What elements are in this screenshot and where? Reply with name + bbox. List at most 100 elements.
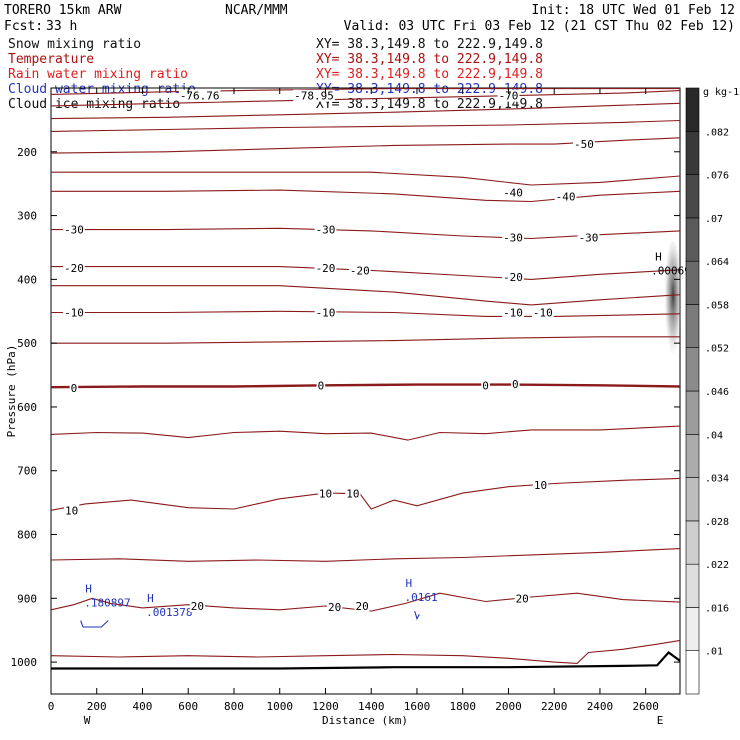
x-tick-label: 2400	[587, 700, 614, 713]
contour-label-background	[314, 306, 337, 319]
cloud-water-max-value: .0161	[405, 591, 438, 604]
cloud-water-max-label: H	[147, 592, 154, 605]
contour-label: -78.95	[294, 90, 334, 103]
x-tick-label: 1200	[312, 700, 339, 713]
cloud-water-contour	[80, 620, 109, 628]
contour-label: 0	[318, 379, 325, 392]
colorbar-level-label: .04	[705, 430, 723, 441]
contour-label-background	[577, 231, 600, 244]
temperature-contour-line	[50, 425, 681, 441]
cloud-water-contour	[414, 610, 420, 621]
contour-label-background	[531, 306, 554, 319]
contour-label: -30	[316, 224, 336, 237]
contour-label: 10	[346, 488, 359, 501]
y-tick-label: 500	[17, 337, 37, 350]
temperature-contour-line	[51, 171, 681, 186]
y-tick-label: 700	[17, 465, 37, 478]
x-tick-label: 600	[178, 700, 198, 713]
x-tick-label: 1400	[358, 700, 385, 713]
colorbar-level-label: .016	[705, 603, 729, 614]
fcst-value: 33 h	[46, 19, 77, 34]
y-tick-label: 1000	[11, 656, 38, 669]
contour-label: 20	[191, 600, 204, 613]
contour-label-background	[69, 381, 79, 394]
temperature-contour-line	[51, 285, 681, 306]
temperature-contour-line	[51, 336, 680, 344]
temperature-contour-line	[51, 266, 681, 280]
y-tick-label: 300	[17, 210, 37, 223]
colorbar: .01 .016 .022 .028 .034 .04 .046 .052 .058 .064 .0…	[685, 87, 729, 695]
colorbar-swatch	[685, 260, 700, 305]
contour-label: -50	[574, 138, 594, 151]
contour-label: -10	[503, 307, 523, 320]
temperature-contour-line	[50, 88, 680, 95]
colorbar-swatch	[685, 347, 700, 392]
x-axis-label: Distance (km)	[322, 714, 408, 727]
colorbar-level-label: .052	[705, 344, 729, 355]
contour-label-background	[63, 261, 85, 274]
y-tick-label: 400	[17, 273, 37, 286]
contour-label: -30	[579, 231, 599, 244]
contour-label: 0	[71, 382, 78, 395]
contour-label-background	[481, 379, 490, 392]
ice-max-value: .00069	[651, 265, 691, 278]
colorbar-level-label: .034	[705, 474, 729, 485]
temperature-contour-line	[50, 548, 681, 562]
x-tick-label: 2200	[541, 700, 568, 713]
colorbar-swatch	[685, 87, 700, 132]
contour-label-background	[511, 378, 520, 390]
x-tick-label: 0	[48, 700, 55, 713]
y-tick-label: 900	[17, 592, 37, 605]
colorbar-swatch	[685, 304, 700, 348]
colorbar-level-label: .046	[705, 387, 729, 398]
colorbar-level-label: .058	[705, 300, 729, 311]
contour-label-background	[348, 264, 371, 277]
temperature-contour-line	[50, 137, 681, 154]
colorbar-level-label: .082	[705, 127, 729, 138]
contour-label: -10	[316, 307, 336, 320]
x-tick-label: 200	[87, 700, 107, 713]
contour-label-background	[63, 223, 85, 236]
colorbar-swatch	[685, 174, 700, 219]
colorbar-swatch	[685, 563, 700, 608]
x-tick-label: 800	[224, 700, 244, 713]
east-label: E	[657, 714, 664, 727]
cloud-water-max-value: .180897	[84, 596, 130, 609]
x-tick-label: 1800	[449, 700, 476, 713]
temperature-contours	[50, 88, 681, 664]
colorbar-swatch	[685, 390, 700, 435]
contour-label: -20	[350, 264, 370, 277]
ice-mixing-region	[664, 241, 683, 363]
colorbar-swatch	[685, 650, 700, 695]
legend-field-name: Snow mixing ratio	[8, 37, 141, 52]
x-tick-label: 1600	[404, 700, 431, 713]
colorbar-swatch	[685, 477, 700, 522]
ice-max-label: H	[655, 251, 662, 264]
model-title: TORERO 15km ARW	[4, 3, 122, 18]
axes: 0 200 400 600 800 1000 1200 1400 1600 1800 2000 220…	[11, 88, 680, 713]
colorbar-level-label: .076	[705, 171, 729, 182]
west-label: W	[84, 714, 91, 727]
x-tick-label: 400	[133, 700, 153, 713]
legend-field-xy: XY= 38.3,149.8 to 222.9,149.8	[316, 67, 543, 82]
x-tick-label: 2600	[632, 700, 659, 713]
plot-frame	[50, 87, 681, 695]
valid-time: Valid: 03 UTC Fri 03 Feb 12 (21 CST Thu …	[344, 19, 735, 34]
contour-label-background	[502, 231, 524, 244]
contour-label: -40	[556, 190, 576, 203]
temperature-contour-line	[51, 310, 681, 317]
contour-label: 20	[516, 592, 529, 605]
contour-label: 20	[328, 601, 341, 614]
colorbar-level-label: .064	[705, 257, 729, 268]
terrain-line	[51, 651, 681, 670]
legend-field-xy: XY= 38.3,149.8 to 222.9,149.8	[316, 37, 543, 52]
contour-label: 0	[482, 379, 489, 392]
contour-label-background	[502, 306, 524, 319]
contour-label: -40	[503, 187, 523, 200]
temperature-contour-line	[50, 477, 681, 511]
contour-label-background	[327, 601, 343, 614]
temperature-contour-line	[50, 119, 681, 132]
legend-field-xy: XY= 38.3,149.8 to 222.9,149.8	[316, 52, 543, 67]
fcst-label: Fcst:	[4, 19, 43, 34]
